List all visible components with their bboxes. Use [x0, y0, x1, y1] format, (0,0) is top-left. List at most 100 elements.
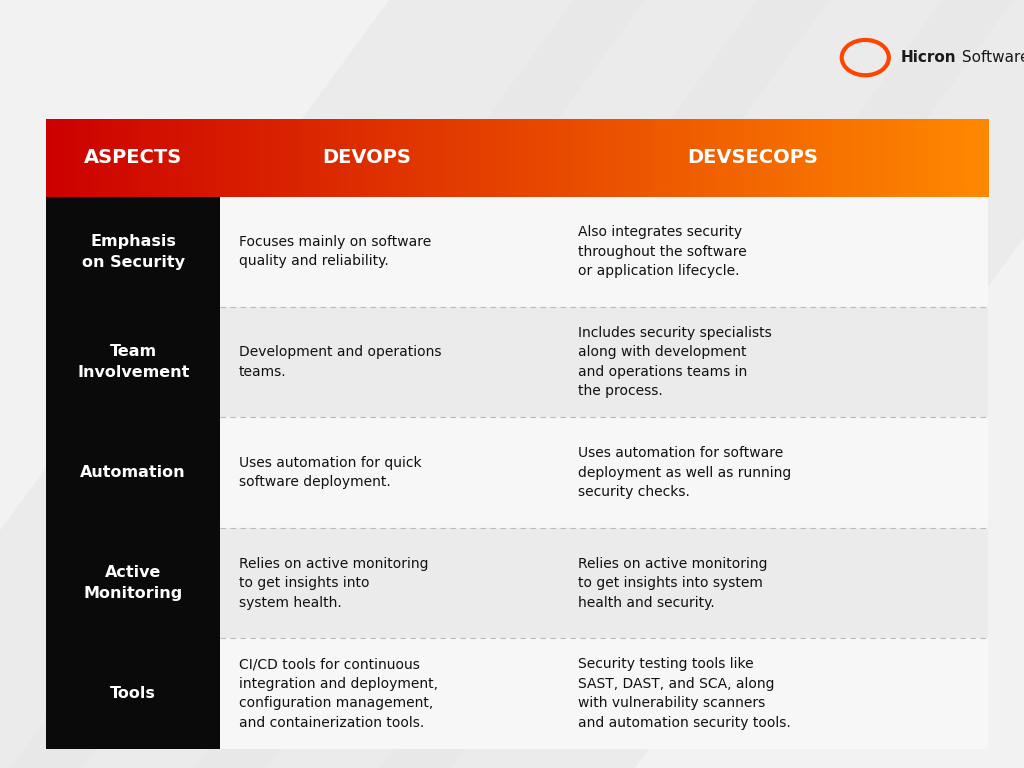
Bar	[184, 119, 188, 197]
Bar	[128, 119, 131, 197]
Bar	[982, 119, 985, 197]
Bar	[479, 119, 483, 197]
Bar	[746, 119, 750, 197]
Bar	[608, 119, 612, 197]
Bar	[514, 119, 518, 197]
Bar	[370, 119, 373, 197]
Bar	[853, 119, 857, 197]
Bar	[850, 119, 854, 197]
Bar	[561, 119, 565, 197]
Bar	[241, 119, 245, 197]
Bar	[272, 119, 275, 197]
Bar	[119, 119, 122, 197]
Bar	[564, 119, 568, 197]
Bar	[162, 119, 166, 197]
Bar	[511, 119, 514, 197]
Bar	[187, 119, 191, 197]
Bar	[505, 119, 508, 197]
Bar	[72, 119, 75, 197]
Bar	[492, 119, 496, 197]
Bar	[774, 119, 778, 197]
Bar	[414, 119, 417, 197]
Bar	[926, 119, 929, 197]
Bar	[862, 119, 866, 197]
Text: Team
Involvement: Team Involvement	[77, 344, 189, 380]
Bar	[947, 119, 951, 197]
Bar	[228, 119, 231, 197]
Bar	[354, 119, 357, 197]
Bar	[496, 119, 499, 197]
Bar	[122, 119, 125, 197]
Bar	[658, 119, 663, 197]
Bar	[140, 119, 144, 197]
Bar	[220, 418, 988, 528]
Bar	[841, 119, 844, 197]
Bar	[461, 119, 464, 197]
Bar	[665, 119, 669, 197]
Bar	[662, 119, 666, 197]
Bar	[303, 119, 307, 197]
Bar	[319, 119, 323, 197]
Bar	[590, 119, 593, 197]
Bar	[285, 119, 289, 197]
Bar	[523, 119, 527, 197]
Bar	[209, 119, 213, 197]
Bar	[800, 119, 804, 197]
Bar	[885, 119, 888, 197]
Text: Development and operations
teams.: Development and operations teams.	[239, 346, 441, 379]
Bar	[391, 119, 395, 197]
Bar	[172, 119, 175, 197]
Bar	[953, 119, 957, 197]
Bar	[109, 119, 113, 197]
Bar	[753, 119, 757, 197]
Bar	[674, 119, 678, 197]
Bar	[429, 119, 433, 197]
Bar	[828, 119, 831, 197]
Bar	[950, 119, 954, 197]
Bar	[844, 119, 848, 197]
Bar	[709, 119, 713, 197]
Bar	[219, 119, 222, 197]
Bar	[335, 119, 339, 197]
Bar	[879, 119, 882, 197]
Bar	[888, 119, 891, 197]
Bar	[967, 119, 970, 197]
Bar	[923, 119, 926, 197]
Bar	[573, 119, 578, 197]
Text: Emphasis
on Security: Emphasis on Security	[82, 233, 184, 270]
Bar	[743, 119, 746, 197]
Bar	[58, 119, 62, 197]
Bar	[621, 119, 625, 197]
Bar	[577, 119, 581, 197]
Bar	[197, 119, 201, 197]
Bar	[897, 119, 901, 197]
Bar	[932, 119, 935, 197]
Bar	[520, 119, 524, 197]
Bar	[532, 119, 537, 197]
Bar	[944, 119, 948, 197]
Bar	[244, 119, 248, 197]
Bar	[702, 119, 707, 197]
Bar	[200, 119, 204, 197]
Bar	[417, 119, 420, 197]
Bar	[376, 119, 380, 197]
Bar	[169, 119, 172, 197]
Bar	[81, 119, 84, 197]
Bar	[470, 119, 474, 197]
Bar	[115, 119, 119, 197]
Bar	[206, 119, 210, 197]
Bar	[444, 119, 449, 197]
Bar	[825, 119, 828, 197]
Bar	[762, 119, 766, 197]
Bar	[52, 119, 56, 197]
Bar	[323, 119, 326, 197]
Bar	[724, 119, 728, 197]
Bar	[216, 119, 219, 197]
Bar	[166, 119, 169, 197]
Bar	[190, 119, 195, 197]
Bar	[426, 119, 430, 197]
Bar	[596, 119, 599, 197]
Bar	[344, 119, 348, 197]
Bar	[220, 528, 988, 638]
Bar	[379, 119, 383, 197]
